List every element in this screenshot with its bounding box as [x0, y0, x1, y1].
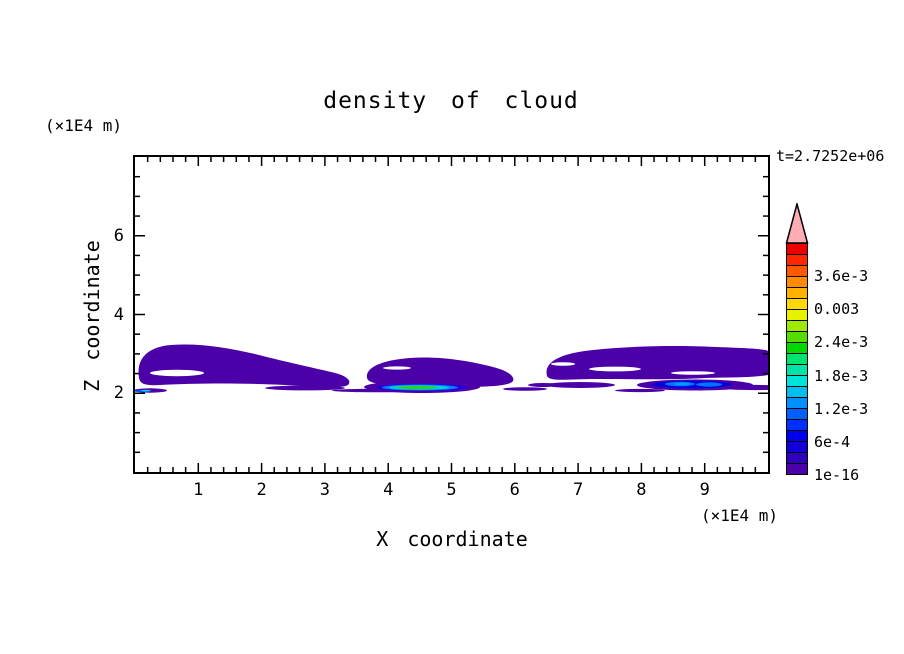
x-tick-label: 5 [446, 480, 457, 500]
colorbar-segment [787, 419, 807, 430]
colorbar-tick-label: 3.6e-3 [814, 267, 869, 286]
x-tick-label: 9 [699, 480, 710, 500]
colorbar-segment [787, 397, 807, 408]
y-axis-label: Z coordinate [80, 240, 104, 392]
colorbar-tick-label: 1.2e-3 [814, 399, 869, 418]
colorbar-segment [787, 320, 807, 331]
x-tick-label: 7 [572, 480, 584, 500]
colorbar-segment [787, 364, 807, 375]
colorbar-segment [787, 244, 807, 254]
y-tick-label: 6 [113, 225, 124, 246]
colorbar [786, 243, 808, 475]
time-annotation: t=2.7252e+06 [776, 147, 885, 165]
x-axis-unit-label: (×1E4 m) [700, 506, 778, 525]
colorbar-segment [787, 353, 807, 364]
colorbar-tick-label: 2.4e-3 [814, 333, 869, 352]
chart-title: density of cloud [323, 88, 579, 114]
colorbar-segment [787, 375, 807, 386]
y-axis-unit-label: (×1E4 m) [45, 116, 123, 135]
colorbar-segment [787, 331, 807, 342]
colorbar-segment [787, 254, 807, 265]
colorbar-overflow-arrow-icon [785, 203, 809, 244]
colorbar-segment [787, 463, 807, 474]
x-tick-label: 3 [319, 480, 331, 500]
colorbar-tick-label: 0.003 [814, 300, 860, 319]
x-tick-label: 6 [509, 480, 520, 500]
x-tick-label: 1 [193, 480, 204, 500]
colorbar-tick-label: 1.8e-3 [814, 366, 869, 385]
colorbar-segment [787, 287, 807, 298]
cloud-contour-field [135, 157, 768, 472]
colorbar-segment [787, 452, 807, 463]
colorbar-segment [787, 408, 807, 419]
colorbar-segment [787, 386, 807, 397]
x-tick-label: 8 [636, 480, 647, 500]
plot-frame [133, 155, 770, 474]
colorbar-tick-label: 6e-4 [814, 432, 851, 451]
colorbar-segment [787, 276, 807, 287]
colorbar-segment [787, 430, 807, 441]
colorbar-segment [787, 298, 807, 309]
x-axis-label: X coordinate [376, 527, 528, 551]
y-tick-label: 2 [113, 383, 124, 404]
y-tick-label: 4 [113, 304, 124, 325]
colorbar-segment [787, 441, 807, 452]
colorbar-tick-label: 1e-16 [814, 466, 860, 484]
colorbar-segment [787, 265, 807, 276]
colorbar-segment [787, 309, 807, 320]
colorbar-segment [787, 342, 807, 353]
x-tick-label: 4 [383, 480, 394, 500]
x-tick-label: 2 [256, 480, 267, 500]
